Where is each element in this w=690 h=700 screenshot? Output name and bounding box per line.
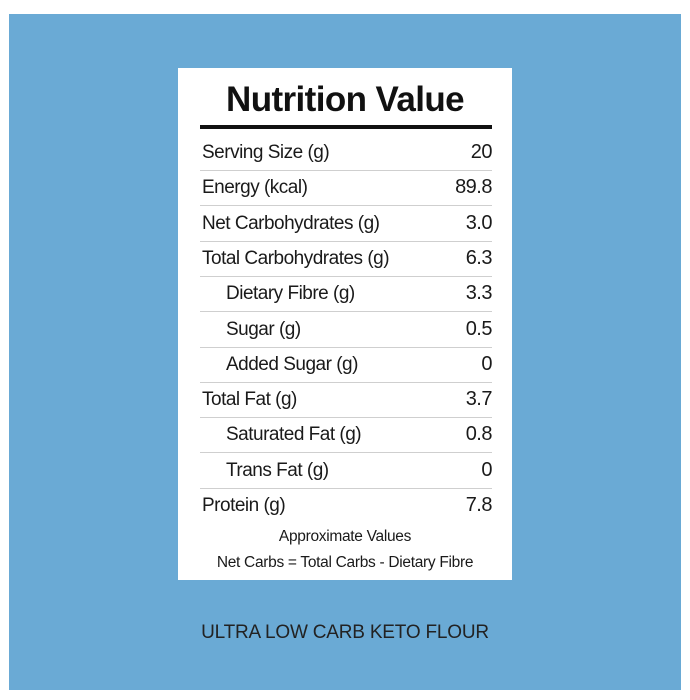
nutrient-label: Sugar (g) xyxy=(226,318,301,340)
nutrient-value: 89.8 xyxy=(455,176,492,199)
nutrient-row: Energy (kcal) 89.8 xyxy=(200,170,492,207)
footnote: Approximate Values xyxy=(278,528,412,545)
nutrient-label: Trans Fat (g) xyxy=(226,459,329,481)
nutrient-value: 0.5 xyxy=(465,317,493,340)
nutrient-value: 20 xyxy=(470,141,493,163)
nutrient-row: Serving Size (g) 20 xyxy=(200,135,493,171)
nutrient-label: Net Carbohydrates (g) xyxy=(202,212,380,234)
nutrition-label: Nutrition Value Serving Size (g) 20 Energy… xyxy=(178,68,512,580)
nutrient-row: Saturated Fat (g) 0.8 xyxy=(200,417,493,454)
nutrient-row: Dietary Fibre (g) 3.3 xyxy=(200,276,493,313)
label-title: Nutrition Value xyxy=(226,80,465,119)
nutrient-label: Saturated Fat (g) xyxy=(226,424,362,446)
nutrient-row: Total Fat (g) 3.7 xyxy=(200,382,493,419)
nutrient-value: 3.3 xyxy=(465,282,493,305)
nutrient-row: Total Carbohydrates (g) 6.3 xyxy=(200,241,493,277)
title-rule xyxy=(200,125,492,129)
nutrient-label: Energy (kcal) xyxy=(202,177,308,199)
footnote: Net Carbs = Total Carbs - Dietary Fibre xyxy=(216,554,474,571)
nutrient-label: Total Carbohydrates (g) xyxy=(202,247,390,269)
nutrient-label: Added Sugar (g) xyxy=(226,353,358,375)
nutrient-label: Dietary Fibre (g) xyxy=(226,283,355,305)
nutrient-value: 0 xyxy=(481,458,492,481)
nutrient-label: Protein (g) xyxy=(202,495,286,516)
product-caption: ULTRA LOW CARB KETO FLOUR xyxy=(201,622,489,643)
nutrient-value: 6.3 xyxy=(465,246,493,269)
nutrient-row: Trans Fat (g) 0 xyxy=(200,453,492,489)
nutrient-value: 3.0 xyxy=(465,211,493,234)
nutrient-label: Total Fat (g) xyxy=(202,389,297,411)
nutrient-value: 0 xyxy=(481,352,492,375)
nutrient-value: 0.8 xyxy=(465,423,493,446)
nutrient-row: Protein (g) 7.8 xyxy=(200,488,493,523)
nutrient-row: Net Carbohydrates (g) 3.0 xyxy=(200,206,493,242)
nutrient-row: Sugar (g) 0.5 xyxy=(200,312,493,348)
nutrient-value: 3.7 xyxy=(465,388,493,411)
nutrient-value: 7.8 xyxy=(465,494,493,516)
nutrient-label: Serving Size (g) xyxy=(202,142,330,163)
nutrient-row: Added Sugar (g) 0 xyxy=(200,347,492,383)
